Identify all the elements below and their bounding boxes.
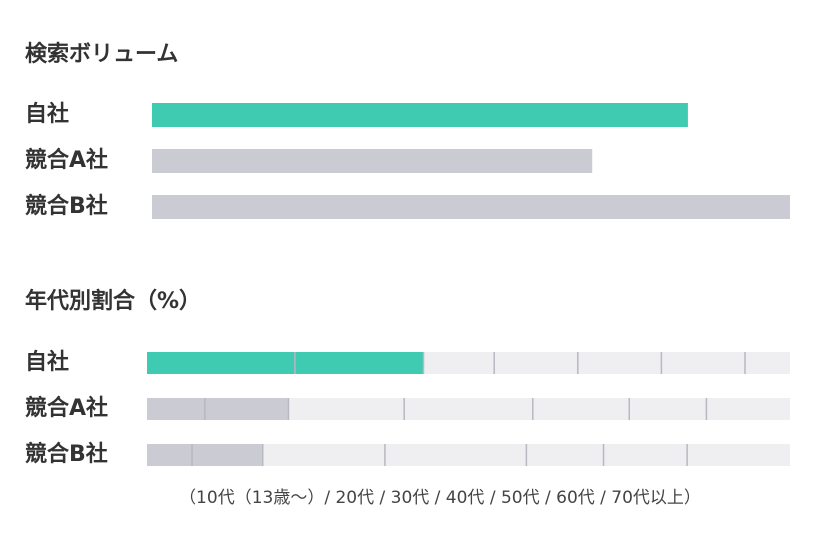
bar-segment bbox=[526, 444, 604, 466]
bar-segment bbox=[404, 398, 533, 420]
category-label: 競合B社 bbox=[25, 441, 108, 467]
bar-segment bbox=[687, 444, 790, 466]
bar bbox=[152, 103, 688, 127]
bar-segment bbox=[192, 444, 263, 466]
bar-segment bbox=[577, 352, 662, 374]
bar-segment bbox=[744, 352, 790, 374]
bar-segment bbox=[603, 444, 688, 466]
bar-segment bbox=[204, 398, 289, 420]
bar-segment bbox=[629, 398, 707, 420]
category-label: 競合A社 bbox=[25, 395, 108, 421]
bar-segment bbox=[147, 444, 193, 466]
bar bbox=[152, 195, 790, 219]
chart-title: 年代別割合（%） bbox=[25, 288, 201, 314]
bar-segment bbox=[661, 352, 745, 374]
category-label: 自社 bbox=[25, 101, 69, 127]
category-label: 競合B社 bbox=[25, 193, 108, 219]
bar-segment bbox=[147, 398, 205, 420]
bar-segment bbox=[532, 398, 630, 420]
note: （10代（13歳〜）/ 20代 / 30代 / 40代 / 50代 / 60代 … bbox=[179, 488, 701, 508]
bar-segment bbox=[494, 352, 578, 374]
bar-segment bbox=[262, 444, 385, 466]
chart-title: 検索ボリューム bbox=[25, 42, 178, 67]
bar-segment bbox=[706, 398, 790, 420]
bar-segment bbox=[288, 398, 405, 420]
category-label: 競合A社 bbox=[25, 147, 108, 173]
bar-segment bbox=[384, 444, 527, 466]
category-label: 自社 bbox=[25, 349, 69, 375]
bar bbox=[152, 149, 593, 173]
bar-segment bbox=[147, 352, 295, 374]
bar-segment bbox=[423, 352, 495, 374]
bar-segment bbox=[294, 352, 424, 374]
